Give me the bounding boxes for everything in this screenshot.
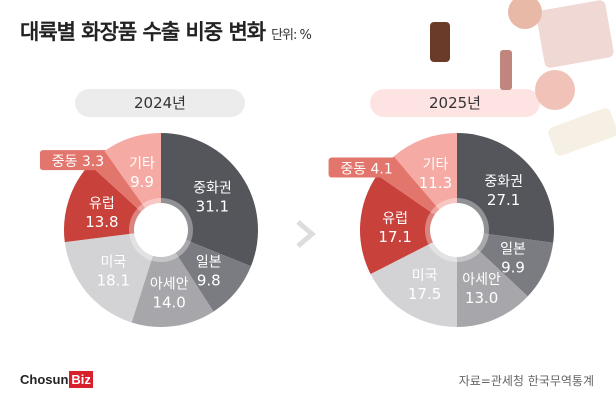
year-label-2024: 2024년 bbox=[75, 89, 245, 117]
slice-value-label: 13.8 bbox=[85, 213, 118, 231]
slice-미국 bbox=[370, 230, 457, 327]
slice-아세안 bbox=[457, 230, 528, 327]
logo-main: Chosun bbox=[20, 372, 69, 387]
slice-value-label: 9.9 bbox=[130, 173, 154, 191]
source-note: 자료=관세청 한국무역통계 bbox=[458, 374, 594, 388]
slice-category-label: 일본 bbox=[500, 242, 526, 258]
chart-title: 대륙별 화장품 수출 비중 변화 단위: % bbox=[20, 16, 312, 46]
cosmetics-illustration bbox=[296, 0, 616, 248]
slice-category-label: 유럽 bbox=[89, 196, 115, 212]
slice-value-label: 31.1 bbox=[196, 197, 229, 215]
logo-accent: Biz bbox=[69, 371, 93, 388]
slice-value-label: 17.5 bbox=[408, 285, 441, 303]
slice-category-label: 중화권 bbox=[484, 174, 523, 190]
year-label-2025: 2025년 bbox=[370, 89, 540, 117]
slice-value-label: 14.0 bbox=[152, 293, 185, 311]
slice-category-label: 아세안 bbox=[462, 272, 501, 288]
slice-label: 중동 3.3 bbox=[52, 154, 104, 170]
arrow-icon bbox=[296, 220, 316, 248]
slice-value-label: 11.3 bbox=[419, 174, 452, 192]
slice-아세안 bbox=[131, 230, 214, 327]
slice-category-label: 기타 bbox=[423, 157, 449, 173]
slice-기타 bbox=[104, 133, 161, 230]
slice-미국 bbox=[64, 230, 161, 323]
slice-label: 중동 4.1 bbox=[340, 162, 392, 178]
slice-category-label: 중화권 bbox=[193, 180, 232, 196]
slice-value-label: 27.1 bbox=[487, 191, 520, 209]
slice-일본 bbox=[457, 230, 554, 297]
slice-category-label: 아세안 bbox=[150, 276, 189, 292]
donut-hole bbox=[430, 203, 484, 257]
donut-hole bbox=[134, 203, 188, 257]
chosunbiz-logo: Chosun Biz bbox=[20, 371, 93, 388]
slice-category-label: 일본 bbox=[196, 255, 222, 271]
slice-category-label: 기타 bbox=[129, 156, 155, 172]
slice-유럽 bbox=[360, 174, 457, 275]
slice-category-label: 유럽 bbox=[382, 211, 408, 227]
slice-value-label: 9.9 bbox=[501, 259, 525, 277]
slice-value-label: 13.0 bbox=[465, 289, 498, 307]
small-label-bg bbox=[39, 150, 116, 171]
small-label-bg bbox=[328, 157, 405, 178]
slice-일본 bbox=[161, 230, 251, 312]
slice-중화권 bbox=[457, 133, 555, 243]
slice-category-label: 미국 bbox=[100, 255, 126, 271]
slice-value-label: 9.8 bbox=[197, 272, 221, 290]
slice-category-label: 미국 bbox=[412, 268, 438, 284]
unit-label: 단위: % bbox=[271, 28, 312, 43]
title-text: 대륙별 화장품 수출 비중 변화 bbox=[20, 20, 266, 44]
slice-value-label: 17.1 bbox=[378, 228, 411, 246]
slice-기타 bbox=[393, 133, 457, 230]
slice-value-label: 18.1 bbox=[97, 272, 130, 290]
